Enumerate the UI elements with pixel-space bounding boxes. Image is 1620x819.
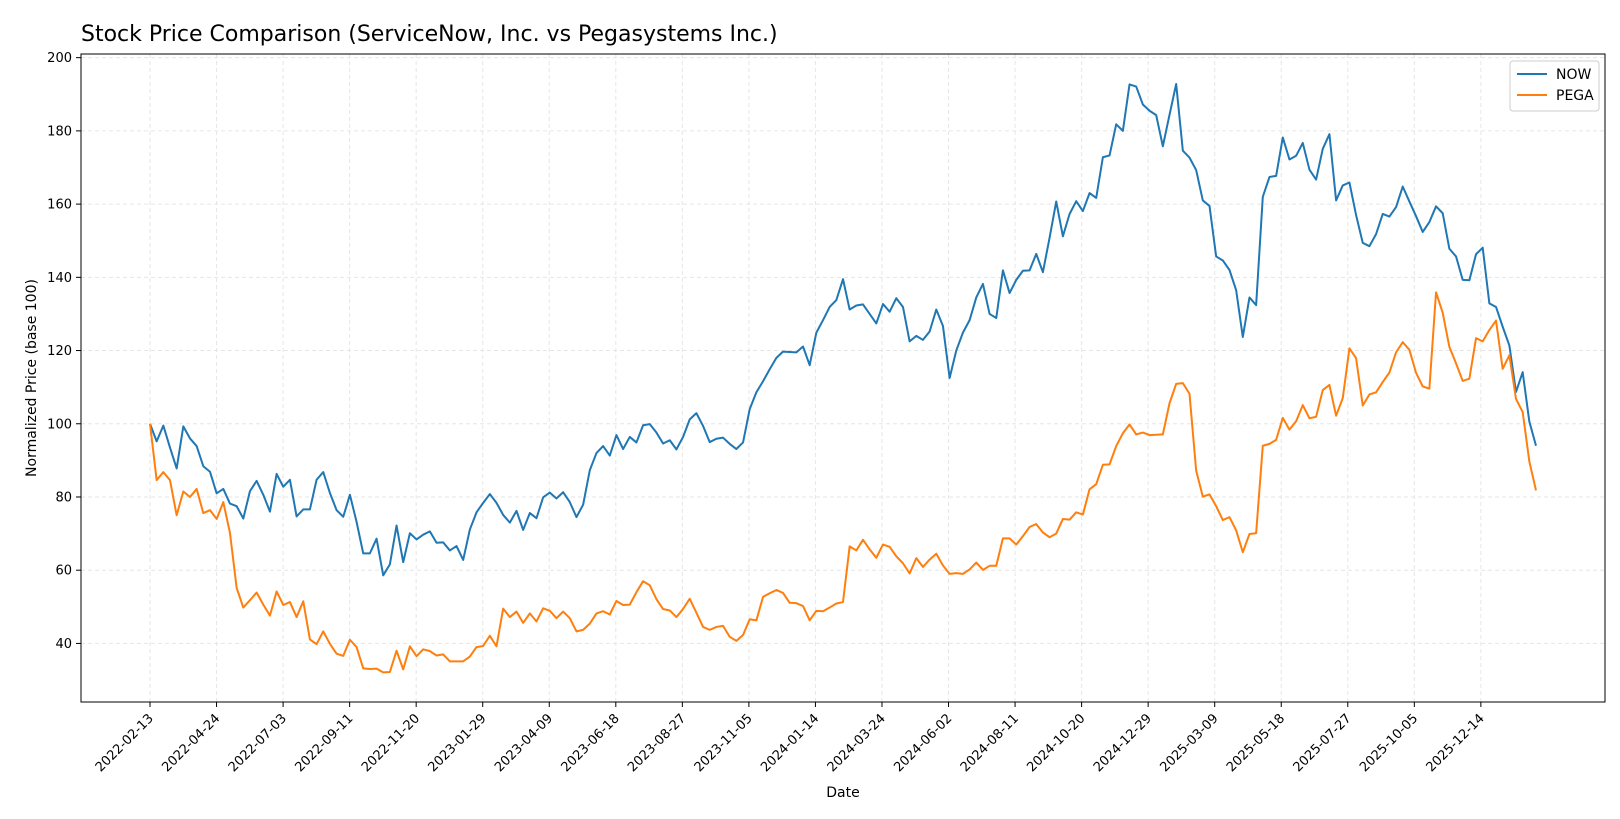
x-tick-label: 2022-09-11 xyxy=(292,711,356,775)
x-axis-label: Date xyxy=(826,785,859,801)
chart-title: Stock Price Comparison (ServiceNow, Inc.… xyxy=(81,22,778,47)
x-tick-label: 2024-06-02 xyxy=(891,711,955,775)
plot-area xyxy=(80,53,1606,703)
x-tick-label: 2022-11-20 xyxy=(359,711,423,775)
series-line-now xyxy=(149,83,1537,577)
y-axis-label: Normalized Price (base 100) xyxy=(24,279,40,477)
x-tick-label: 2025-12-14 xyxy=(1424,711,1488,775)
x-axis: 2022-02-13 2022-04-24 2022-07-03 2022-09-11… xyxy=(93,702,1488,775)
x-tick-label: 2025-10-05 xyxy=(1357,711,1421,775)
series-layer xyxy=(149,83,1537,674)
y-tick-label: 160 xyxy=(47,198,72,213)
x-tick-label: 2022-07-03 xyxy=(226,711,290,775)
x-tick-label: 2024-12-29 xyxy=(1091,711,1155,775)
grid-layer xyxy=(81,54,1605,702)
legend-label-pega: PEGA xyxy=(1556,88,1594,104)
y-tick-label: 100 xyxy=(47,417,72,432)
legend-label-now: NOW xyxy=(1556,67,1591,83)
x-tick-label: 2024-01-14 xyxy=(758,711,822,775)
x-tick-label: 2023-06-18 xyxy=(559,711,623,775)
y-tick-label: 200 xyxy=(47,51,72,66)
y-tick-label: 120 xyxy=(47,344,72,359)
y-tick-label: 80 xyxy=(55,490,72,505)
x-tick-label: 2022-04-24 xyxy=(159,711,223,775)
x-tick-label: 2023-04-09 xyxy=(492,711,556,775)
x-tick-label: 2023-08-27 xyxy=(625,711,689,775)
x-tick-label: 2024-10-20 xyxy=(1024,711,1088,775)
y-axis: 40 60 80 100 120 140 160 180 200 xyxy=(47,51,81,652)
x-tick-label: 2025-07-27 xyxy=(1291,711,1355,775)
x-tick-label: 2024-03-24 xyxy=(825,711,889,775)
y-tick-label: 180 xyxy=(47,124,72,139)
x-tick-label: 2022-02-13 xyxy=(93,711,157,775)
x-tick-label: 2025-03-09 xyxy=(1157,711,1221,775)
series-line-pega xyxy=(149,291,1537,674)
x-tick-label: 2023-01-29 xyxy=(426,711,490,775)
y-tick-label: 60 xyxy=(55,564,72,579)
x-tick-label: 2025-05-18 xyxy=(1224,711,1288,775)
y-tick-label: 40 xyxy=(55,637,72,652)
legend: NOW PEGA xyxy=(1509,60,1600,112)
x-tick-label: 2023-11-05 xyxy=(692,711,756,775)
y-tick-label: 140 xyxy=(47,271,72,286)
x-tick-label: 2024-08-11 xyxy=(958,711,1022,775)
